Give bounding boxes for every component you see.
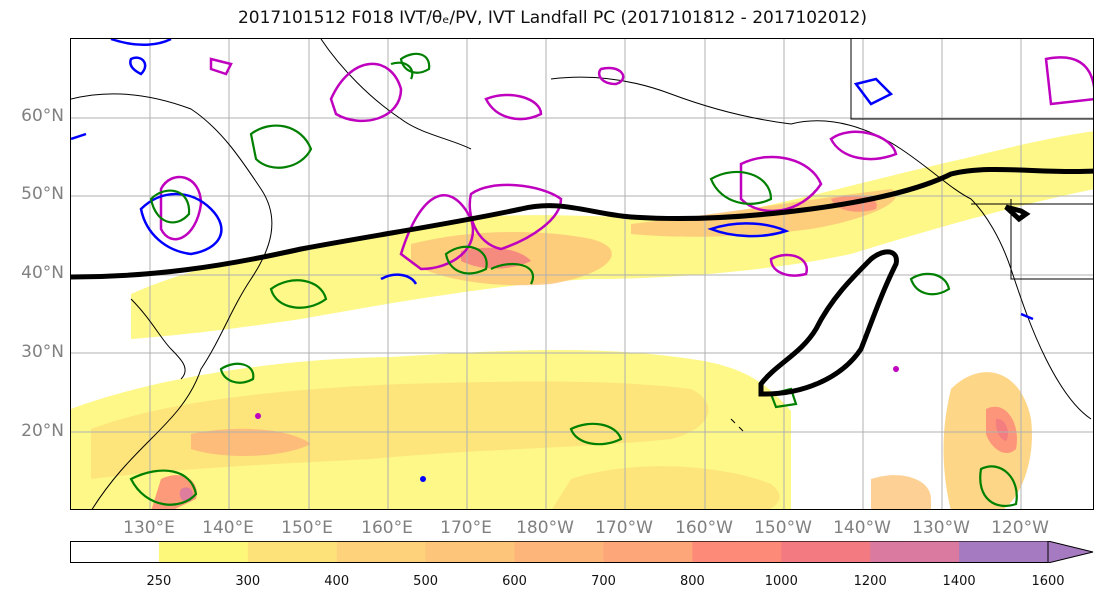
lon-label-140e: 140°E bbox=[202, 518, 254, 538]
colorbar-segment bbox=[425, 541, 515, 563]
colorbar-segment bbox=[603, 541, 693, 563]
map-panel bbox=[70, 38, 1094, 510]
blue-contours bbox=[71, 39, 1034, 321]
misc-markers bbox=[255, 366, 899, 482]
colorbar-tick-label: 300 bbox=[235, 574, 261, 589]
colorbar-tick-label: 500 bbox=[413, 574, 439, 589]
lon-label-150e: 150°E bbox=[281, 518, 333, 538]
lon-label-160w: 160°W bbox=[675, 518, 733, 538]
colorbar-tick-label: 1400 bbox=[942, 574, 976, 589]
lat-label-50n: 50°N bbox=[21, 184, 64, 204]
ivt-colorbar bbox=[70, 540, 1094, 564]
map-title: 2017101512 F018 IVT/θₑ/PV, IVT Landfall … bbox=[237, 8, 868, 28]
ivt-shading bbox=[71, 131, 1093, 509]
lon-label-180w: 180°W bbox=[516, 518, 574, 538]
colorbar-svg bbox=[70, 540, 1094, 564]
colorbar-segment bbox=[959, 541, 1049, 563]
lon-label-130w: 130°W bbox=[912, 518, 970, 538]
lat-label-30n: 30°N bbox=[21, 342, 64, 362]
lat-label-60n: 60°N bbox=[21, 106, 64, 126]
lat-label-20n: 20°N bbox=[21, 421, 64, 441]
colorbar-tick-label: 600 bbox=[502, 574, 527, 589]
pv-contours bbox=[129, 52, 1018, 507]
colorbar-segment bbox=[870, 541, 960, 563]
landfall-pc-contour bbox=[71, 166, 1093, 397]
colorbar-segment bbox=[692, 541, 782, 563]
colorbar-extend-arrow bbox=[1047, 540, 1094, 564]
colorbar-segment bbox=[514, 541, 604, 563]
colorbar-segment bbox=[247, 541, 338, 563]
colorbar-tick-label: 400 bbox=[324, 574, 350, 589]
colorbar-tick-label: 250 bbox=[146, 574, 172, 589]
colorbar-tick-label: 1600 bbox=[1031, 574, 1065, 589]
colorbar-frame bbox=[70, 540, 1049, 563]
colorbar-segment bbox=[336, 541, 427, 563]
lon-label-160e: 160°E bbox=[361, 518, 413, 538]
colorbar-tick-label: 1000 bbox=[764, 574, 798, 589]
colorbar-segment bbox=[781, 541, 871, 563]
colorbar-tick-label: 700 bbox=[591, 574, 616, 589]
colorbar-tick-label: 1200 bbox=[853, 574, 887, 589]
lat-label-40n: 40°N bbox=[21, 263, 64, 283]
lon-label-140w: 140°W bbox=[833, 518, 891, 538]
lon-label-170w: 170°W bbox=[595, 518, 653, 538]
lon-label-120w: 120°W bbox=[991, 518, 1049, 538]
colorbar-tick-label: 800 bbox=[679, 574, 705, 589]
colorbar-segment bbox=[158, 541, 249, 563]
lon-label-170e: 170°E bbox=[440, 518, 492, 538]
lon-label-130e: 130°E bbox=[123, 518, 175, 538]
coastlines bbox=[71, 39, 1093, 509]
map-canvas bbox=[71, 39, 1093, 509]
colorbar-segment bbox=[70, 541, 160, 563]
lon-label-150w: 150°W bbox=[754, 518, 812, 538]
